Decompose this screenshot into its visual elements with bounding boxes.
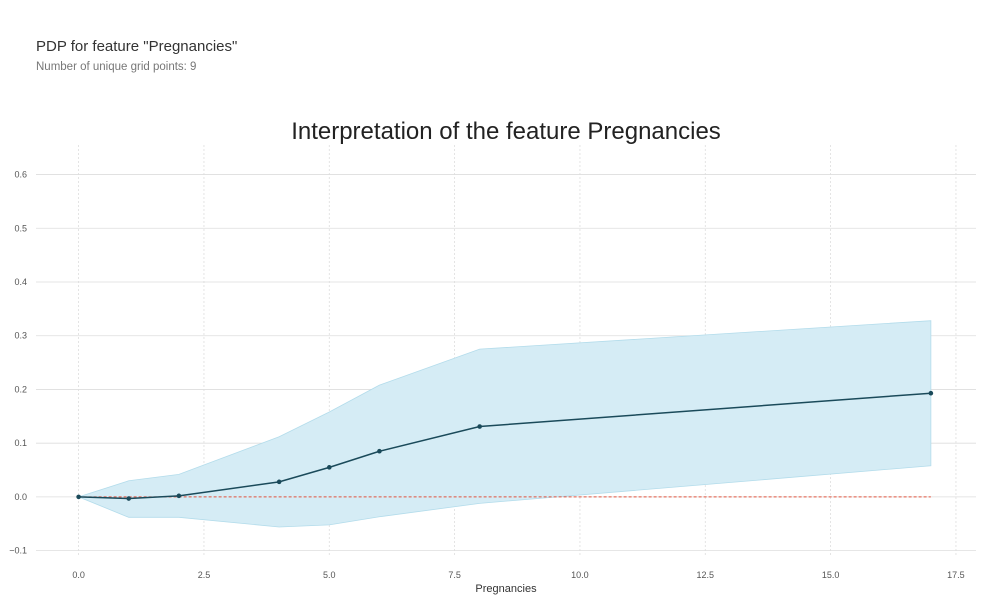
series-line-layer <box>78 392 931 500</box>
y-tick-label: 0.3 <box>14 331 27 341</box>
x-axis-label: Pregnancies <box>475 583 537 595</box>
confidence-band <box>77 320 932 528</box>
y-tick-label: 0.2 <box>14 384 27 394</box>
x-tick-label: 0.0 <box>72 570 85 580</box>
x-tick-label: 10.0 <box>571 570 589 580</box>
confidence-band-layer <box>77 320 932 528</box>
x-tick-label: 15.0 <box>822 570 840 580</box>
marker-layer <box>76 390 934 501</box>
pdp-point <box>276 479 282 485</box>
x-tick-labels: 0.0 2.5 5.0 7.5 10.0 12.5 15.0 17.5 <box>72 570 964 580</box>
y-tick-labels: −0.1 0.0 0.1 0.2 0.3 0.4 0.5 0.6 <box>9 170 27 556</box>
pdp-point <box>126 496 132 501</box>
pdp-point <box>377 448 382 454</box>
y-tick-label: −0.1 <box>9 546 27 556</box>
pdp-point <box>928 390 934 396</box>
pdp-point <box>326 465 332 470</box>
pdp-point <box>76 494 81 500</box>
page-subtitle: Number of unique grid points: 9 <box>36 61 197 73</box>
page-title: PDP for feature "Pregnancies" <box>36 38 238 55</box>
y-tick-label: 0.1 <box>14 438 27 448</box>
x-tick-label: 12.5 <box>697 570 715 580</box>
x-tick-label: 2.5 <box>198 570 211 580</box>
pdp-line <box>78 392 931 500</box>
y-tick-label: 0.6 <box>14 170 27 180</box>
pdp-point <box>176 493 182 499</box>
x-tick-label: 7.5 <box>448 570 461 580</box>
y-tick-label: 0.5 <box>14 223 27 233</box>
x-tick-label: 17.5 <box>947 570 965 580</box>
y-tick-label: 0.4 <box>14 277 27 287</box>
x-tick-label: 5.0 <box>323 570 336 580</box>
pdp-point <box>477 424 482 429</box>
chart-title: Interpretation of the feature Pregnancie… <box>291 118 721 145</box>
y-tick-label: 0.0 <box>14 492 27 502</box>
